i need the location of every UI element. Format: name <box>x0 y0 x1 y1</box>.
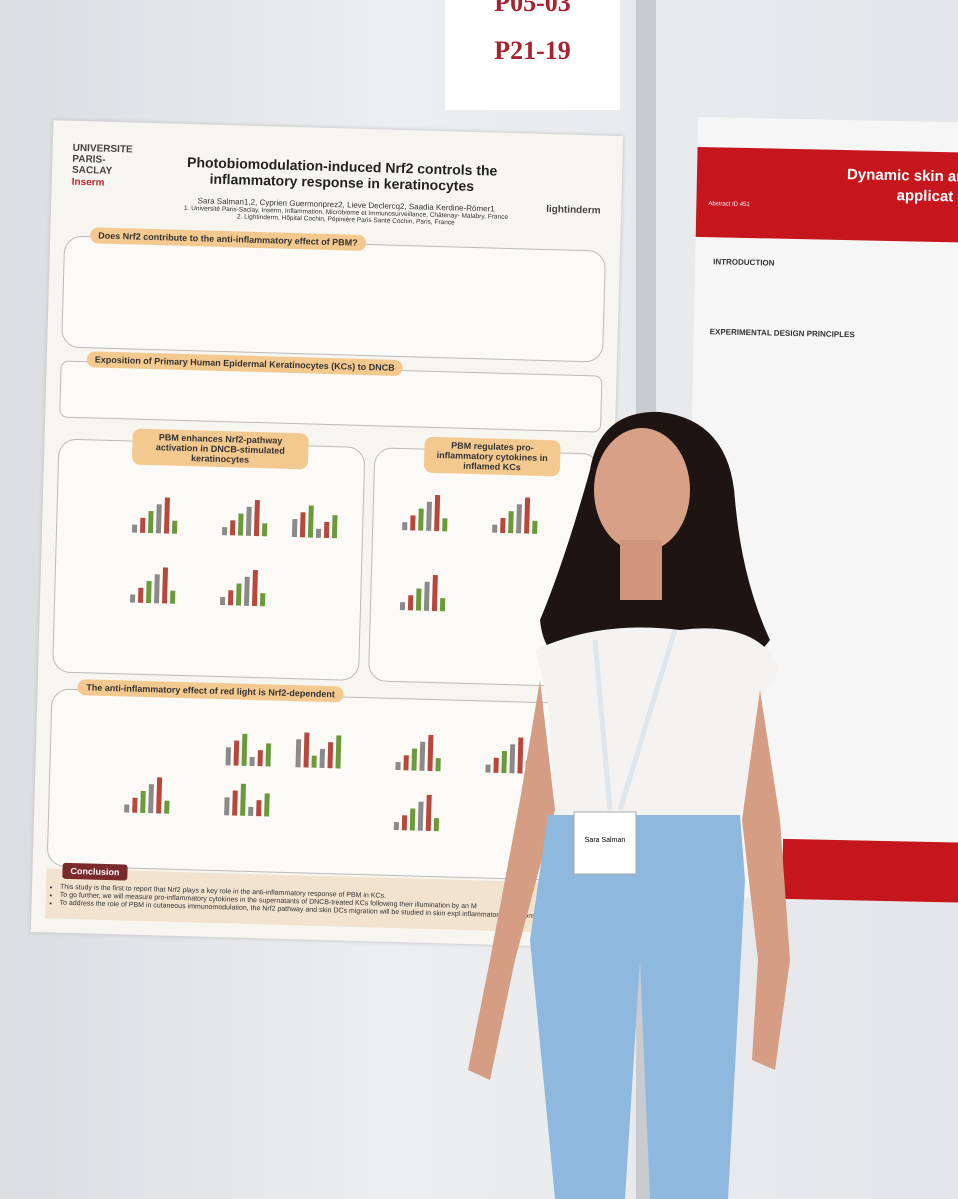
label-top: P05-03 <box>494 0 571 17</box>
badge-name: Sara Salman <box>585 837 626 844</box>
arm <box>742 690 790 1070</box>
label-main: P21-19 <box>494 36 571 65</box>
trousers <box>530 815 745 1199</box>
lanyard <box>592 629 678 811</box>
face <box>594 428 690 552</box>
neck <box>620 540 662 600</box>
poster-number-card: P05-03 P21-19 <box>445 0 620 110</box>
name-badge <box>573 811 637 875</box>
top <box>535 627 780 820</box>
arm <box>468 680 555 1080</box>
